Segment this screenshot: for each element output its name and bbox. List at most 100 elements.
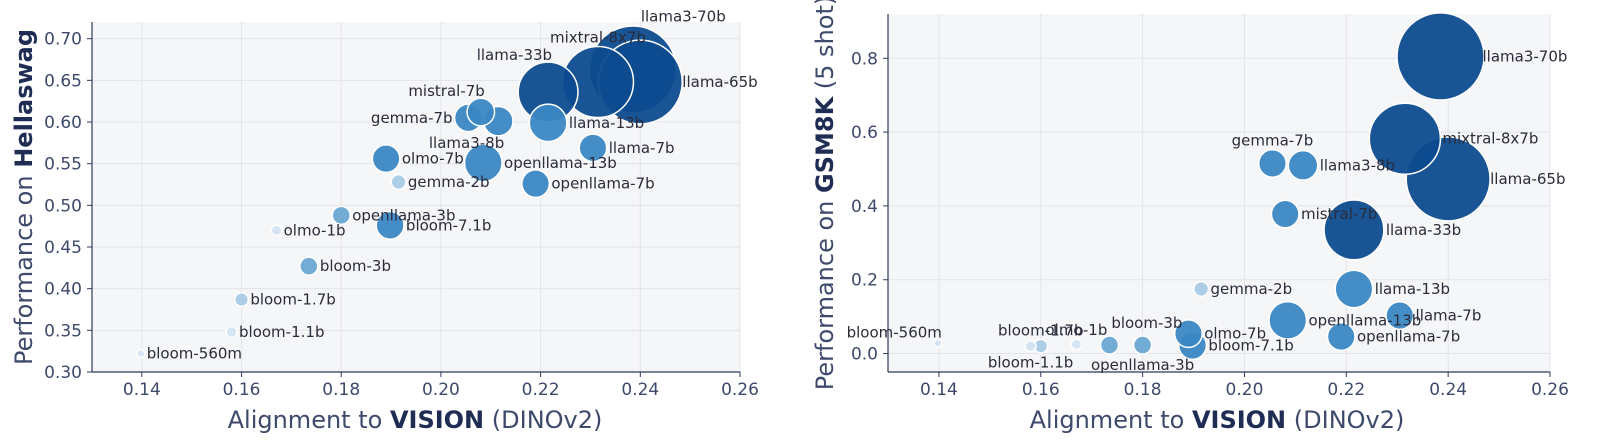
hellaswag-scatter-panel: 0.14 0.16 0.18 0.20 0.22 0.24 0.26 0.30 0.35 0.40…: [10, 8, 759, 435]
point-label: llama-65b: [1490, 170, 1565, 188]
point-label: gemma-7b: [1232, 132, 1314, 150]
point-label: bloom-3b: [320, 257, 391, 275]
y-axis-title: Performance on GSM8K (5 shot): [811, 0, 839, 390]
point-llama-13b: [1334, 269, 1374, 309]
y-tick-label: 0.40: [44, 280, 82, 300]
point-gemma-2b: [390, 173, 407, 191]
y-tick-label: 0.55: [44, 155, 82, 175]
x-tick-label: 0.22: [522, 380, 560, 400]
point-openllama-7b: [521, 169, 551, 199]
x-tick-label: 0.14: [123, 380, 161, 400]
point-mistral-7b: [466, 97, 496, 127]
point-gemma-2b: [1193, 280, 1210, 298]
x-tick-label: 0.16: [223, 380, 261, 400]
point-label: openllama-3b: [1091, 356, 1194, 374]
point-olmo-7b: [371, 144, 401, 174]
x-axis-title: Alignment to VISION (DINOv2): [228, 406, 603, 434]
x-axis-title: Alignment to VISION (DINOv2): [1030, 406, 1405, 434]
point-label: llama-33b: [1386, 221, 1461, 239]
point-bloom-1.1b: [1024, 339, 1037, 353]
point-label: mistral-7b: [1301, 205, 1377, 223]
point-labels: llama3-70b llama-65b mixtral-8x7bllama-33b…: [147, 8, 758, 363]
point-label: llama3-8b: [429, 134, 504, 152]
point-mixtral-8x7b: [1368, 102, 1442, 176]
point-label: mistral-7b: [408, 82, 484, 100]
point-olmo-1b: [1070, 338, 1083, 351]
x-tick-label: 0.16: [1022, 380, 1060, 400]
point-label: bloom-560m: [847, 323, 942, 341]
x-tick-label: 0.26: [721, 380, 759, 400]
y-tick-label: 0.0: [851, 345, 878, 365]
point-bloom-1.7b: [234, 291, 250, 308]
x-tick-label: 0.26: [1531, 380, 1569, 400]
point-olmo-1b: [270, 224, 283, 237]
x-tick-label: 0.22: [1327, 380, 1365, 400]
y-tick-label: 0.35: [44, 321, 82, 341]
point-openllama-7b: [1326, 322, 1356, 352]
point-label: bloom-7.1b: [1208, 336, 1293, 354]
point-label: llama3-70b: [641, 8, 726, 26]
point-label: olmo-7b: [402, 150, 464, 168]
point-label: llama-33b: [477, 46, 552, 64]
point-label: gemma-2b: [1211, 280, 1293, 298]
point-bloom-1.1b: [225, 325, 238, 339]
point-label: openllama-7b: [551, 175, 654, 193]
y-tick-label: 0.70: [44, 30, 82, 50]
y-tick-label: 0.45: [44, 238, 82, 258]
point-llama-7b: [1385, 301, 1415, 331]
x-tick-label: 0.18: [322, 380, 360, 400]
point-bloom-560m: [136, 349, 146, 359]
point-label: bloom-3b: [1111, 314, 1182, 332]
point-bloom-7.1b: [375, 210, 405, 240]
point-openllama-3b: [1132, 335, 1153, 355]
y-tick-label: 0.6: [851, 123, 878, 143]
point-label: openllama-13b: [504, 154, 617, 172]
point-llama-33b: [1323, 199, 1385, 261]
y-tick-label: 0.8: [851, 49, 878, 69]
point-label: llama3-70b: [1483, 47, 1568, 65]
point-label: mixtral-8x7b: [550, 28, 646, 46]
y-tick-label: 0.30: [44, 363, 82, 383]
point-label: bloom-7.1b: [406, 216, 491, 234]
point-label: llama-7b: [1416, 307, 1482, 325]
x-tick-label: 0.20: [422, 380, 460, 400]
y-tick-label: 0.50: [44, 196, 82, 216]
point-label: llama-13b: [1375, 280, 1450, 298]
y-tick-label: 0.2: [851, 271, 878, 291]
point-label: openllama-7b: [1357, 328, 1460, 346]
point-openllama-13b: [1268, 300, 1308, 340]
x-tick-label: 0.24: [1429, 380, 1467, 400]
x-tick-label: 0.18: [1124, 380, 1162, 400]
point-label: bloom-1.7b: [998, 321, 1083, 339]
point-bloom-3b: [299, 256, 319, 276]
point-llama3-70b: [1396, 12, 1485, 101]
point-mistral-7b: [1270, 199, 1300, 229]
point-label: bloom-1.1b: [988, 354, 1073, 372]
point-label: llama3-8b: [1320, 156, 1395, 174]
point-label: openllama-13b: [1308, 311, 1421, 329]
point-openllama-3b: [331, 205, 351, 226]
point-label: llama-7b: [609, 139, 675, 157]
y-tick-label: 0.60: [44, 113, 82, 133]
point-bloom-3b: [1099, 335, 1120, 355]
point-labels: llama3-70b llama-65b mixtral-8x7b llama-33b…: [847, 47, 1568, 374]
y-tick-label: 0.65: [44, 71, 82, 91]
point-label: llama-65b: [682, 73, 757, 91]
gsm8k-scatter-panel: 0.14 0.16 0.18 0.20 0.22 0.24 0.26 0.0 0.2 0.4 0.6…: [811, 0, 1569, 434]
y-axis-title: Performance on Hellaswag: [10, 29, 38, 365]
point-label: bloom-1.1b: [239, 323, 324, 341]
point-label: openllama-3b: [352, 206, 455, 224]
point-llama-13b: [528, 103, 568, 143]
point-label: mixtral-8x7b: [1442, 130, 1538, 148]
x-tick-label: 0.14: [920, 380, 958, 400]
point-olmo-7b: [1173, 319, 1203, 349]
point-label: olmo-1b: [284, 221, 346, 239]
point-label: bloom-1.7b: [250, 291, 335, 309]
point-label: gemma-7b: [371, 109, 453, 127]
point-llama3-8b: [1287, 149, 1319, 181]
point-label: llama-13b: [569, 114, 644, 132]
y-tick-label: 0.4: [851, 197, 878, 217]
point-llama-7b: [578, 133, 608, 163]
x-tick-label: 0.24: [621, 380, 659, 400]
